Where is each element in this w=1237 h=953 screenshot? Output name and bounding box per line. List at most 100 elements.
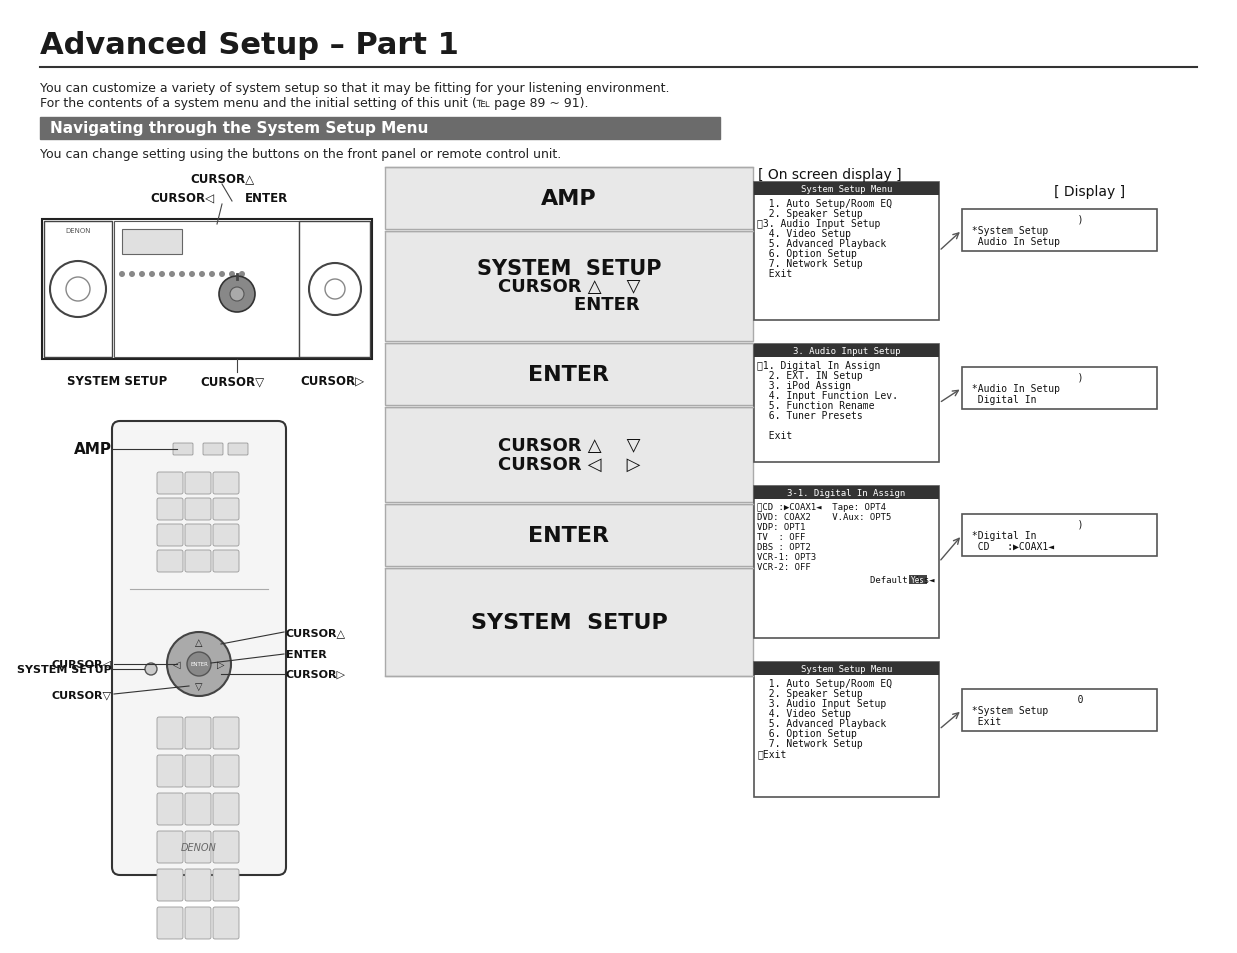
Text: 3-1. Digital In Assign: 3-1. Digital In Assign: [788, 489, 905, 497]
FancyBboxPatch shape: [186, 755, 212, 787]
Text: 6. Tuner Presets: 6. Tuner Presets: [757, 411, 862, 420]
FancyBboxPatch shape: [213, 498, 239, 520]
FancyBboxPatch shape: [186, 907, 212, 939]
Text: *Digital In: *Digital In: [966, 531, 1037, 540]
Text: 1. Auto Setup/Room EQ: 1. Auto Setup/Room EQ: [757, 199, 892, 209]
Text: 5. Advanced Playback: 5. Advanced Playback: [757, 719, 886, 728]
FancyBboxPatch shape: [157, 755, 183, 787]
Text: CURSOR▽: CURSOR▽: [52, 689, 113, 700]
Text: 2. EXT. IN Setup: 2. EXT. IN Setup: [757, 371, 862, 380]
Text: DENON: DENON: [181, 842, 216, 852]
Text: CURSOR▽: CURSOR▽: [200, 375, 263, 388]
Text: VDP: OPT1: VDP: OPT1: [757, 522, 805, 532]
Text: *System Setup: *System Setup: [966, 226, 1048, 235]
Bar: [755, 183, 939, 320]
Text: ▷: ▷: [218, 659, 225, 669]
Text: *System Setup: *System Setup: [966, 705, 1048, 716]
Bar: [755, 662, 939, 676]
Text: CURSOR △    ▽: CURSOR △ ▽: [497, 277, 641, 295]
Text: CURSOR△: CURSOR△: [286, 627, 346, 638]
Text: CURSOR◁: CURSOR◁: [52, 659, 113, 669]
Bar: [385, 408, 753, 502]
Bar: [962, 210, 1157, 252]
Text: 3. Audio Input Setup: 3. Audio Input Setup: [793, 347, 901, 355]
Bar: [755, 345, 939, 462]
FancyBboxPatch shape: [186, 498, 212, 520]
Circle shape: [189, 272, 195, 277]
Text: CURSOR◁: CURSOR◁: [150, 192, 214, 205]
Text: *Audio In Setup: *Audio In Setup: [966, 384, 1060, 394]
FancyBboxPatch shape: [213, 907, 239, 939]
FancyBboxPatch shape: [157, 793, 183, 825]
Text: System Setup Menu: System Setup Menu: [800, 664, 892, 673]
FancyBboxPatch shape: [213, 551, 239, 573]
Text: ENTER: ENTER: [245, 192, 288, 205]
Text: DENON: DENON: [66, 228, 90, 233]
Bar: [755, 345, 939, 357]
FancyBboxPatch shape: [213, 869, 239, 901]
FancyBboxPatch shape: [113, 421, 286, 875]
Text: CURSOR ◁    ▷: CURSOR ◁ ▷: [497, 455, 641, 473]
Text: △: △: [195, 638, 203, 647]
FancyBboxPatch shape: [213, 524, 239, 546]
FancyBboxPatch shape: [157, 907, 183, 939]
Text: Exit: Exit: [757, 269, 792, 278]
Circle shape: [167, 633, 231, 697]
Text: ): ): [966, 214, 1084, 225]
Text: 6. Option Setup: 6. Option Setup: [757, 728, 857, 739]
Bar: [755, 486, 939, 499]
Text: 1. Auto Setup/Room EQ: 1. Auto Setup/Room EQ: [757, 679, 892, 688]
Text: 2. Speaker Setup: 2. Speaker Setup: [757, 688, 862, 699]
FancyBboxPatch shape: [157, 473, 183, 495]
Text: Navigating through the System Setup Menu: Navigating through the System Setup Menu: [49, 121, 428, 136]
FancyBboxPatch shape: [213, 793, 239, 825]
Text: 4. Video Setup: 4. Video Setup: [757, 229, 851, 239]
Text: SYSTEM SETUP: SYSTEM SETUP: [67, 375, 167, 388]
Text: ENTER: ENTER: [528, 525, 610, 545]
Text: ENTER: ENTER: [286, 649, 327, 659]
Circle shape: [179, 272, 186, 277]
Text: SYSTEM SETUP: SYSTEM SETUP: [17, 664, 113, 675]
Text: 3. iPod Assign: 3. iPod Assign: [757, 380, 851, 391]
Bar: [385, 568, 753, 677]
Text: 3. Audio Input Setup: 3. Audio Input Setup: [757, 699, 886, 708]
Text: VCR-1: OPT3: VCR-1: OPT3: [757, 553, 816, 561]
FancyBboxPatch shape: [157, 869, 183, 901]
Circle shape: [219, 276, 255, 313]
Circle shape: [239, 272, 245, 277]
Text: Audio In Setup: Audio In Setup: [966, 236, 1060, 247]
Text: 6. Option Setup: 6. Option Setup: [757, 249, 857, 258]
Circle shape: [169, 272, 174, 277]
Text: TV  : OFF: TV : OFF: [757, 533, 805, 541]
Bar: [299, 222, 370, 357]
Circle shape: [139, 272, 145, 277]
Bar: [122, 230, 182, 254]
Bar: [755, 486, 939, 639]
Text: ܃CD :▶COAX1◄  Tape: OPT4: ܃CD :▶COAX1◄ Tape: OPT4: [757, 502, 886, 512]
Circle shape: [129, 272, 135, 277]
Text: ): ): [966, 519, 1084, 530]
Circle shape: [199, 272, 205, 277]
Text: 4. Video Setup: 4. Video Setup: [757, 708, 851, 719]
FancyBboxPatch shape: [213, 718, 239, 749]
FancyBboxPatch shape: [186, 831, 212, 863]
Text: 7. Network Setup: 7. Network Setup: [757, 739, 862, 748]
Text: 0: 0: [966, 695, 1084, 704]
Text: 5. Function Rename: 5. Function Rename: [757, 400, 875, 411]
FancyBboxPatch shape: [213, 755, 239, 787]
FancyBboxPatch shape: [186, 793, 212, 825]
FancyBboxPatch shape: [186, 869, 212, 901]
FancyBboxPatch shape: [213, 831, 239, 863]
FancyBboxPatch shape: [203, 443, 223, 456]
Text: ENTER: ENTER: [190, 661, 208, 667]
Text: 2. Speaker Setup: 2. Speaker Setup: [757, 209, 862, 219]
Bar: [962, 689, 1157, 731]
FancyBboxPatch shape: [173, 443, 193, 456]
Circle shape: [229, 272, 235, 277]
Bar: [755, 662, 939, 797]
FancyBboxPatch shape: [213, 473, 239, 495]
Text: Default Yes◄: Default Yes◄: [870, 576, 934, 584]
Text: DVD: COAX2    V.Aux: OPT5: DVD: COAX2 V.Aux: OPT5: [757, 513, 892, 521]
Text: 5. Advanced Playback: 5. Advanced Playback: [757, 239, 886, 249]
Text: [ On screen display ]: [ On screen display ]: [758, 168, 902, 182]
